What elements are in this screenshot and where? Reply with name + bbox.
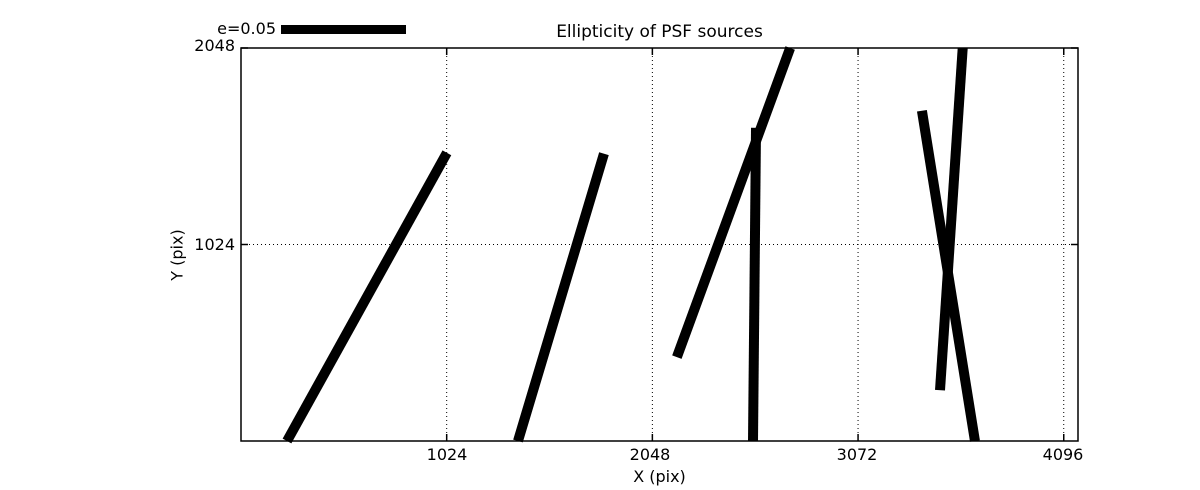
x-tick-label-1024: 1024 bbox=[426, 445, 468, 464]
y-tick-label-2048: 2048 bbox=[194, 36, 235, 55]
x-axis-label: X (pix) bbox=[633, 467, 686, 486]
legend-scale-bar bbox=[281, 25, 406, 34]
y-tick-label-1024: 1024 bbox=[194, 235, 235, 254]
chart-title: Ellipticity of PSF sources bbox=[556, 22, 763, 42]
whisker-segment bbox=[935, 47, 968, 391]
legend-label: e=0.05 bbox=[217, 19, 276, 38]
x-tick-label-4096: 4096 bbox=[1042, 445, 1084, 464]
whisker-segment bbox=[748, 127, 762, 442]
x-tick-label-3072: 3072 bbox=[836, 445, 878, 464]
whisker-segment bbox=[513, 152, 609, 443]
whisker-segment bbox=[282, 150, 452, 444]
x-tick-label-2048: 2048 bbox=[629, 445, 671, 464]
whisker-segment bbox=[672, 46, 795, 359]
